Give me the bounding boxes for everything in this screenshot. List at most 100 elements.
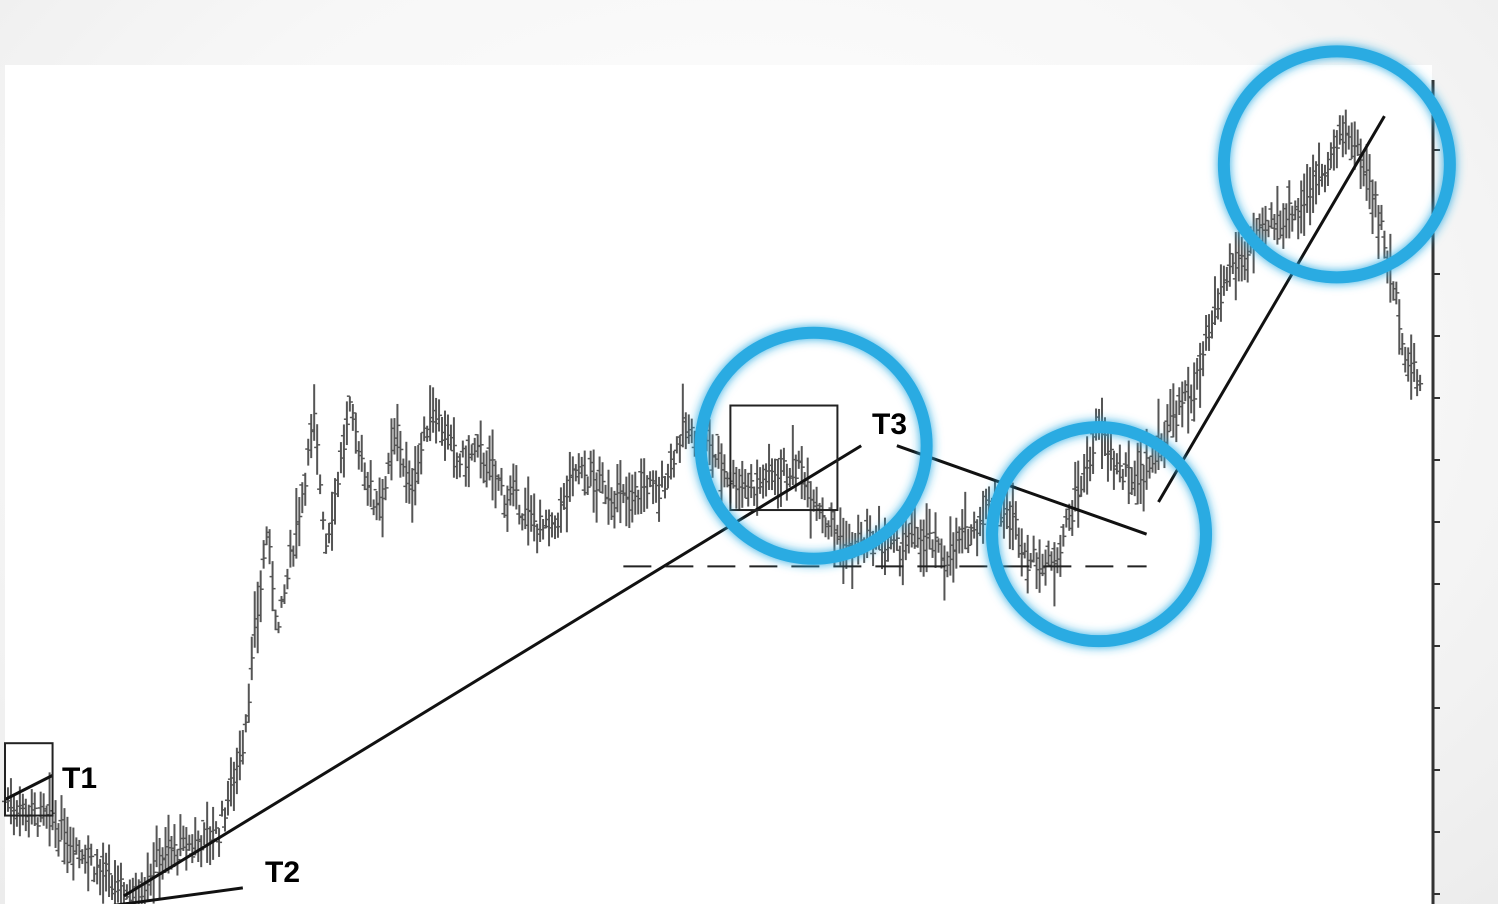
price-bar xyxy=(456,453,463,478)
price-bar xyxy=(248,636,255,681)
price-bar xyxy=(780,447,787,476)
price-bar xyxy=(1137,441,1144,505)
price-bar xyxy=(1381,230,1388,259)
price-bar xyxy=(117,862,124,904)
price-bar xyxy=(1393,281,1400,305)
trendline-3 xyxy=(896,444,1148,536)
price-bar xyxy=(340,424,347,478)
price-bar xyxy=(1116,444,1123,483)
price-bar xyxy=(599,462,606,494)
price-bar xyxy=(1107,432,1114,471)
price-bar xyxy=(531,493,538,542)
price-bar xyxy=(34,817,41,837)
price-bar xyxy=(88,843,95,866)
price-bar xyxy=(1333,130,1340,169)
price-bar xyxy=(358,434,365,472)
price-bar xyxy=(965,528,972,554)
price-bar xyxy=(346,395,353,412)
price-bar xyxy=(334,471,341,498)
price-bar xyxy=(1286,180,1293,239)
price-bar xyxy=(632,471,639,515)
price-bar xyxy=(477,420,484,479)
price-bar xyxy=(498,467,505,496)
price-bar xyxy=(245,683,252,723)
consolidation-box-2 xyxy=(729,404,839,512)
price-bar xyxy=(721,454,728,488)
price-bar xyxy=(1119,468,1126,490)
price-bar xyxy=(275,621,282,634)
price-bar xyxy=(748,464,755,499)
price-bar xyxy=(382,476,389,501)
price-bar xyxy=(213,821,220,834)
price-bar xyxy=(55,823,62,857)
price-bar xyxy=(1030,535,1037,563)
price-bar xyxy=(537,499,544,543)
price-bar xyxy=(513,465,520,510)
price-bar xyxy=(317,474,324,495)
price-bar xyxy=(221,807,228,832)
price-bar xyxy=(1417,374,1424,392)
price-bar xyxy=(1024,534,1031,594)
price-bar xyxy=(1399,333,1406,356)
price-bar xyxy=(1324,151,1331,187)
price-bar xyxy=(281,584,288,604)
price-bar xyxy=(1217,264,1224,322)
price-bar xyxy=(272,609,279,631)
highlight-circle-1 xyxy=(694,326,933,565)
highlight-circle-2 xyxy=(986,421,1213,648)
price-bar xyxy=(1200,341,1207,377)
price-bar xyxy=(343,401,350,446)
price-bar xyxy=(644,475,651,509)
price-bar xyxy=(394,403,401,462)
price-bar xyxy=(320,511,327,530)
price-bar xyxy=(1069,500,1076,536)
price-bar xyxy=(367,460,374,507)
price-bar xyxy=(1411,342,1418,382)
price-bar xyxy=(239,730,246,765)
price-bar xyxy=(31,792,38,826)
price-bar xyxy=(284,568,291,590)
price-bar xyxy=(1372,181,1379,218)
price-bar xyxy=(1060,524,1067,547)
price-bar xyxy=(581,450,588,496)
price-bar xyxy=(314,424,321,475)
price-bar xyxy=(266,529,273,565)
price-bar xyxy=(352,412,359,454)
price-bar xyxy=(1378,204,1385,231)
consolidation-box-1 xyxy=(4,742,54,817)
price-bar xyxy=(436,399,443,432)
trendline-4 xyxy=(1157,115,1386,503)
price-bar xyxy=(150,842,157,904)
price-bar xyxy=(688,418,695,444)
trendline-1 xyxy=(112,886,244,904)
price-bar xyxy=(450,417,457,478)
price-bar xyxy=(216,828,223,857)
trendline-2 xyxy=(123,444,862,898)
price-bar xyxy=(1179,381,1186,428)
price-bar xyxy=(798,446,805,500)
price-bar xyxy=(418,432,425,475)
price-bar xyxy=(171,824,178,868)
price-bar xyxy=(1173,400,1180,443)
price-bar xyxy=(311,384,318,441)
price-bar xyxy=(323,533,330,554)
price-bar xyxy=(1057,534,1064,577)
price-bar xyxy=(661,475,668,499)
plot-background xyxy=(5,65,1432,904)
price-bar xyxy=(584,476,591,496)
trendlines xyxy=(4,115,1386,904)
price-bar xyxy=(926,508,933,550)
price-bar xyxy=(1012,501,1019,540)
price-bar xyxy=(932,512,939,568)
label-t1: T1 xyxy=(62,762,97,795)
price-bar xyxy=(980,490,987,544)
price-bar xyxy=(296,497,303,547)
highlight-circle-3 xyxy=(1217,45,1456,284)
price-bar xyxy=(106,844,113,898)
price-bar xyxy=(397,430,404,478)
price-bar xyxy=(1396,299,1403,355)
price-bar xyxy=(819,497,826,534)
price-bar xyxy=(257,570,264,623)
